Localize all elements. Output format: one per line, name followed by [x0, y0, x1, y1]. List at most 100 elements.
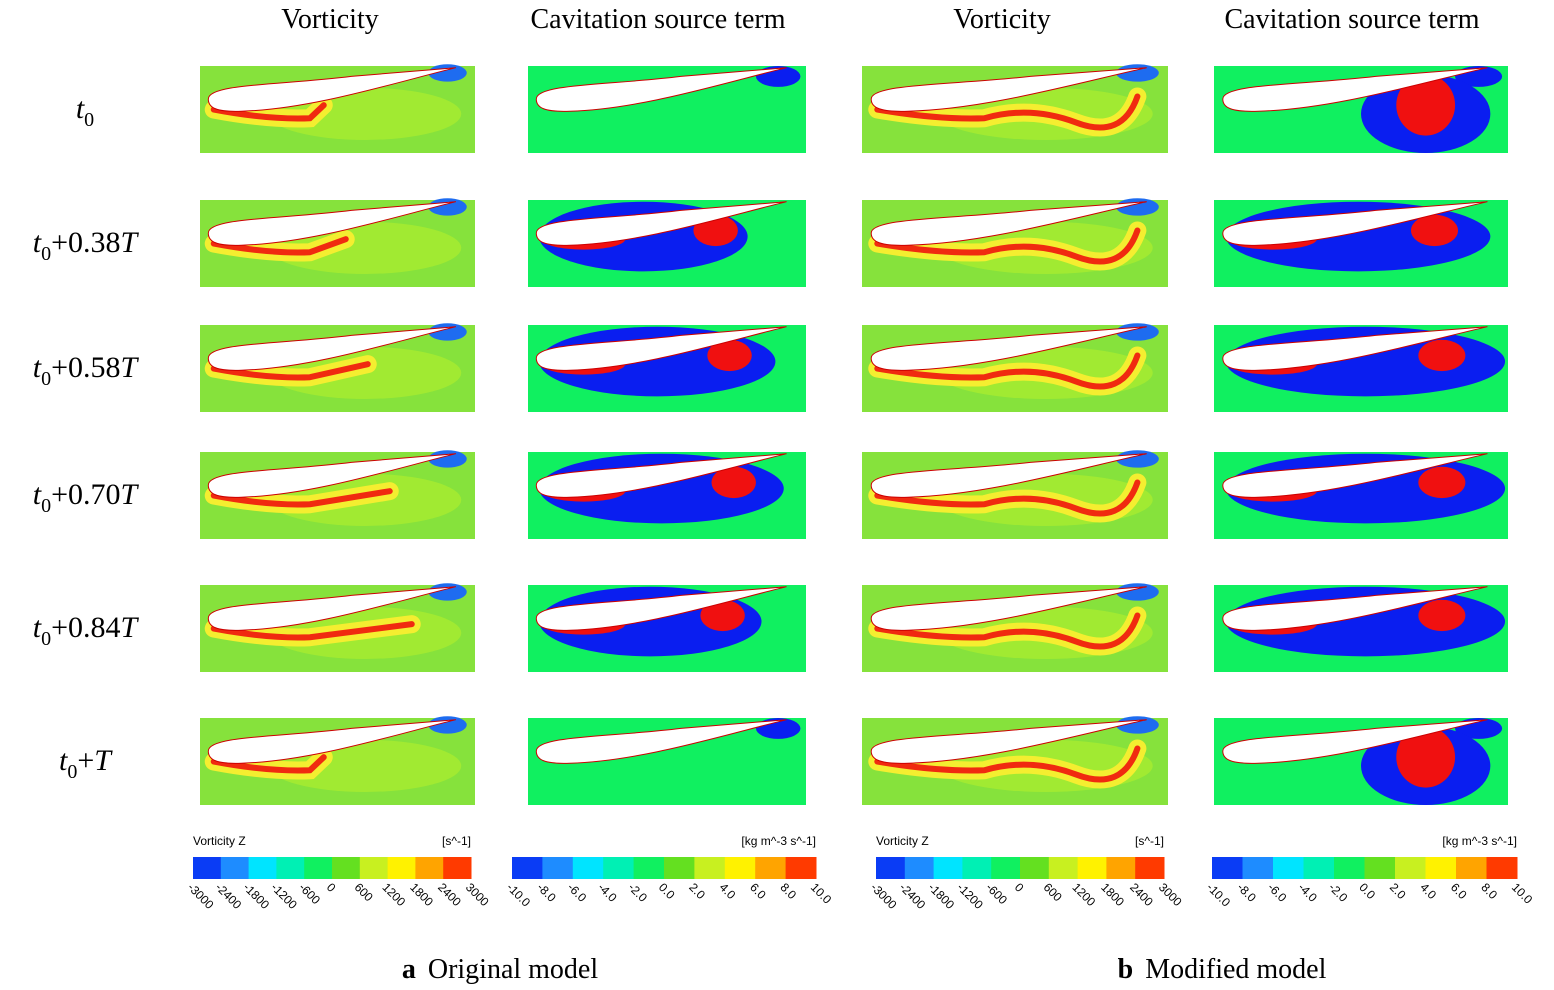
colorbar-tick-label: 4.0: [717, 880, 739, 902]
colorbar-tick-label: 3000: [463, 880, 492, 909]
colorbar-tick-label: -3000: [185, 880, 217, 912]
region: [1396, 74, 1456, 136]
colorbar-tick-label: -1200: [954, 880, 986, 912]
colorbar-unit: [s^-1]: [442, 834, 471, 848]
contour-panel: [200, 450, 475, 539]
colorbar-bin: [220, 857, 250, 879]
row-label: t0+0.84T: [33, 611, 140, 650]
contour-panel: [200, 583, 475, 672]
contour-panel: [528, 452, 806, 539]
colorbar-tick-label: 8.0: [1478, 880, 1500, 902]
colorbar-tick-label: -1800: [925, 880, 957, 912]
vortex-core: [874, 93, 1141, 131]
colorbar-bin: [248, 857, 277, 879]
airfoil: [1222, 453, 1488, 498]
colorbar-tick-label: 10.0: [1509, 880, 1536, 907]
colorbar-tick-label: 1800: [1098, 880, 1127, 909]
vortex-core: [210, 621, 415, 641]
colorbar-bin: [359, 857, 389, 879]
colorbar-bin: [785, 857, 817, 879]
vortex-core: [210, 102, 327, 122]
colorbar-bin: [755, 857, 787, 879]
region: [1410, 214, 1459, 247]
colorbar-bin: [1395, 857, 1426, 879]
colorbar-tick-label: 4.0: [1417, 880, 1439, 902]
colorbar-tick-label: 8.0: [777, 880, 799, 902]
colorbar-bin: [304, 857, 333, 879]
colorbar-bin: [1135, 857, 1165, 879]
region: [1418, 466, 1466, 499]
airfoil: [870, 201, 1147, 246]
colorbar-bin: [694, 857, 726, 879]
colorbar-tick-label: -3000: [868, 880, 900, 912]
colorbar-bin: [876, 857, 906, 879]
region: [428, 64, 467, 82]
column-header: Vorticity: [953, 4, 1050, 35]
colorbar-tick-label: 1200: [1069, 880, 1098, 909]
colorbar-bin: [1364, 857, 1396, 879]
colorbar-tick-label: 0: [1012, 880, 1027, 895]
column-header: Cavitation source term: [1224, 4, 1479, 35]
airfoil: [870, 67, 1147, 112]
colorbar-tick-label: 0.0: [1356, 880, 1378, 902]
colorbar-bin: [1425, 857, 1457, 879]
contour-panel: [862, 323, 1168, 412]
contour-panel: [528, 200, 806, 287]
vortex-core: [874, 352, 1141, 390]
vortex-core: [874, 479, 1141, 517]
contour-panel: [200, 198, 475, 287]
region: [428, 716, 467, 734]
colorbar-tick-label: 0: [324, 880, 339, 895]
airfoil: [207, 453, 456, 498]
colorbar-title: Vorticity Z: [193, 834, 246, 848]
contour-panel: [862, 583, 1168, 672]
colorbar-tick-label: -10.0: [504, 880, 533, 909]
colorbar-bin: [1303, 857, 1335, 879]
vortex-core: [874, 227, 1141, 265]
colorbar-tick-label: -6.0: [1265, 880, 1290, 905]
colorbar-tick-label: 6.0: [1448, 880, 1470, 902]
colorbar-bin: [1106, 857, 1136, 879]
colorbar-unit: [kg m^-3 s^-1]: [741, 834, 816, 848]
vortex-core: [210, 488, 393, 508]
column-header: Vorticity: [281, 4, 378, 35]
colorbar-tick-label: 3000: [1156, 880, 1185, 909]
colorbar-tick-label: -8.0: [534, 880, 559, 905]
colorbar-bin: [991, 857, 1021, 879]
colorbar-tick-label: 1200: [379, 880, 408, 909]
airfoil: [1222, 67, 1488, 112]
airfoil: [207, 201, 456, 246]
colorbar-tick-label: 2.0: [686, 880, 708, 902]
region: [1418, 599, 1466, 632]
colorbar-bin: [542, 857, 574, 879]
contour-panel: [528, 585, 806, 672]
colorbar-tick-label: 10.0: [808, 880, 835, 907]
colorbar-tick-label: -1800: [240, 880, 272, 912]
region: [711, 466, 756, 499]
contour-panel: [1214, 66, 1508, 153]
colorbar-tick-label: -6.0: [565, 880, 590, 905]
colorbar-bin: [415, 857, 444, 879]
contour-panel: [1214, 452, 1508, 539]
airfoil: [535, 453, 787, 498]
colorbar-tick-label: 600: [352, 880, 376, 904]
colorbar-bin: [1020, 857, 1050, 879]
contour-panel: [862, 64, 1168, 153]
colorbar-tick-label: -8.0: [1234, 880, 1259, 905]
colorbar-bin: [1077, 857, 1107, 879]
caption: a Original model: [402, 954, 599, 985]
airfoil: [207, 586, 456, 631]
contour-panel: [1214, 200, 1508, 287]
colorbar-bin: [443, 857, 472, 879]
airfoil: [870, 453, 1147, 498]
colorbar-bin: [387, 857, 416, 879]
contour-panel: [200, 716, 475, 805]
colorbar-bin: [904, 857, 935, 879]
row-label: t0+0.38T: [33, 226, 140, 265]
airfoil: [207, 326, 456, 371]
colorbar-tick-label: -2400: [897, 880, 929, 912]
region: [428, 583, 467, 601]
colorbar-tick-label: 600: [1041, 880, 1065, 904]
colorbar-bin: [1273, 857, 1304, 879]
